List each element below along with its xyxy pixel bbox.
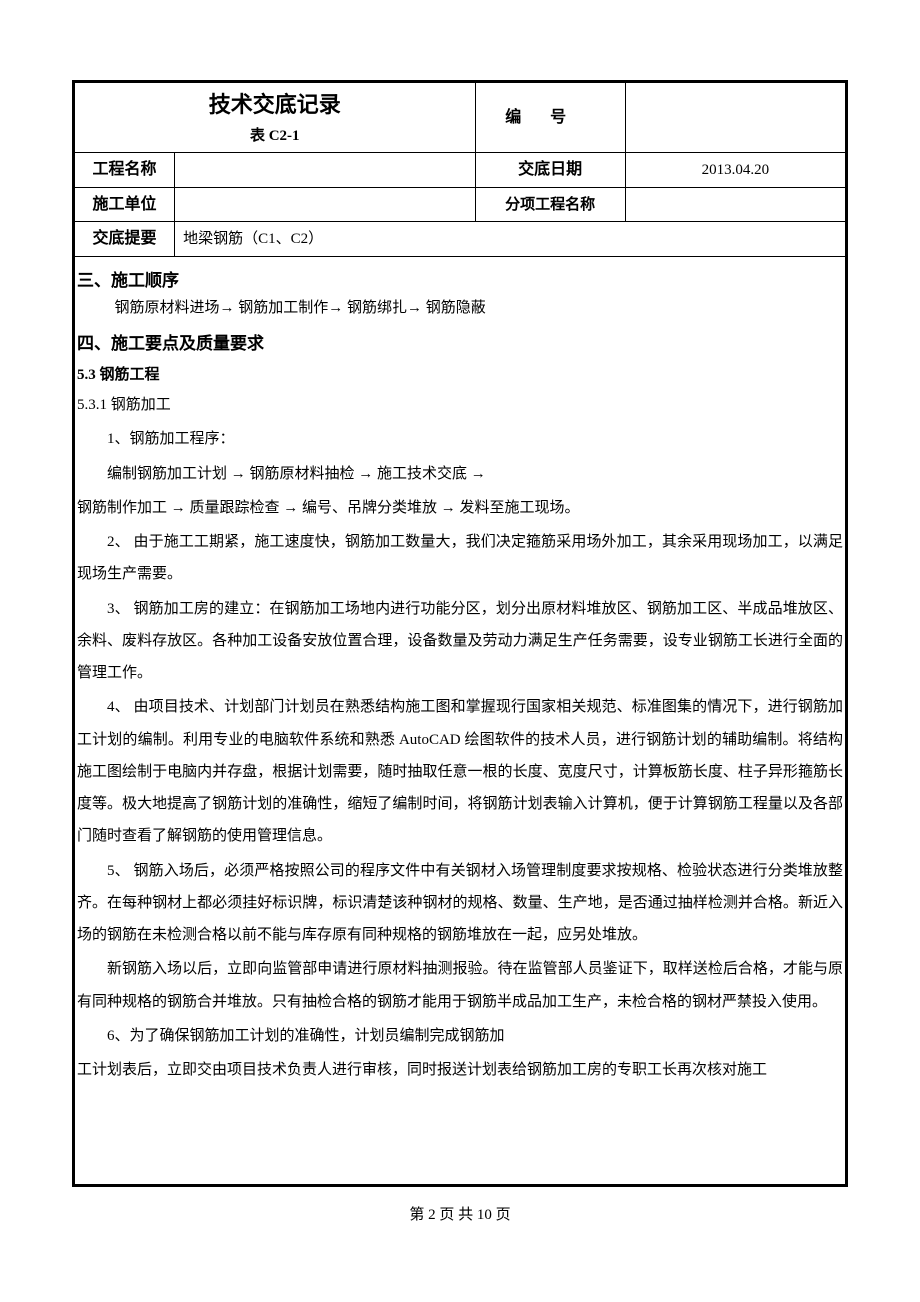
doc-title: 技术交底记录 — [209, 92, 341, 117]
project-name-value — [175, 153, 475, 188]
section-3-flow: 钢筋原材料进场→ 钢筋加工制作→ 钢筋绑扎→ 钢筋隐蔽 — [77, 296, 843, 320]
number-label-cell: 编号 — [475, 83, 625, 153]
section-4-title: 四、施工要点及质量要求 — [77, 330, 843, 357]
content-area: 三、施工顺序 钢筋原材料进场→ 钢筋加工制作→ 钢筋绑扎→ 钢筋隐蔽 四、施工要… — [75, 257, 845, 1184]
p6b: 工计划表后，立即交由项目技术负责人进行审核，同时报送计划表给钢筋加工房的专职工长… — [77, 1054, 843, 1086]
p1-flow1: 编制钢筋加工计划 → 钢筋原材料抽检 → 施工技术交底 → — [77, 458, 843, 490]
date-value: 2013.04.20 — [625, 153, 845, 188]
p2: 2、 由于施工工期紧，施工速度快，钢筋加工数量大，我们决定箍筋采用场外加工，其余… — [77, 526, 843, 591]
section-5-3-1-title: 5.3.1 钢筋加工 — [77, 393, 843, 417]
subproject-value — [625, 187, 845, 222]
unit-label: 施工单位 — [75, 187, 175, 222]
p5: 5、 钢筋入场后，必须严格按照公司的程序文件中有关钢材入场管理制度要求按规格、检… — [77, 855, 843, 952]
doc-subtitle: 表 C2-1 — [83, 124, 467, 148]
p3: 3、 钢筋加工房的建立：在钢筋加工场地内进行功能分区，划分出原材料堆放区、钢筋加… — [77, 593, 843, 690]
p5b: 新钢筋入场以后，立即向监管部申请进行原材料抽测报验。待在监管部人员鉴证下，取样送… — [77, 953, 843, 1018]
number-label: 编号 — [505, 109, 595, 126]
page-footer: 第 2 页 共 10 页 — [72, 1203, 848, 1227]
header-table: 技术交底记录 表 C2-1 编号 工程名称 交底日期 2013.04.20 施工… — [74, 82, 846, 1185]
subproject-label: 分项工程名称 — [475, 187, 625, 222]
summary-value: 地梁钢筋（C1、C2） — [175, 222, 846, 257]
project-name-label: 工程名称 — [75, 153, 175, 188]
section-3-title: 三、施工顺序 — [77, 267, 843, 294]
number-value-cell — [625, 83, 845, 153]
section-5-3-title: 5.3 钢筋工程 — [77, 363, 843, 387]
unit-value — [175, 187, 475, 222]
p6a: 6、为了确保钢筋加工计划的准确性，计划员编制完成钢筋加 — [77, 1020, 843, 1052]
summary-label: 交底提要 — [75, 222, 175, 257]
p4: 4、 由项目技术、计划部门计划员在熟悉结构施工图和掌握现行国家相关规范、标准图集… — [77, 691, 843, 852]
title-cell: 技术交底记录 表 C2-1 — [75, 83, 476, 153]
date-label: 交底日期 — [475, 153, 625, 188]
p1-flow2: 钢筋制作加工 → 质量跟踪检查 → 编号、吊牌分类堆放 → 发料至施工现场。 — [77, 492, 843, 524]
bottom-spacer — [77, 1088, 843, 1178]
p1-label: 1、钢筋加工程序： — [77, 423, 843, 455]
document-border: 技术交底记录 表 C2-1 编号 工程名称 交底日期 2013.04.20 施工… — [72, 80, 848, 1187]
